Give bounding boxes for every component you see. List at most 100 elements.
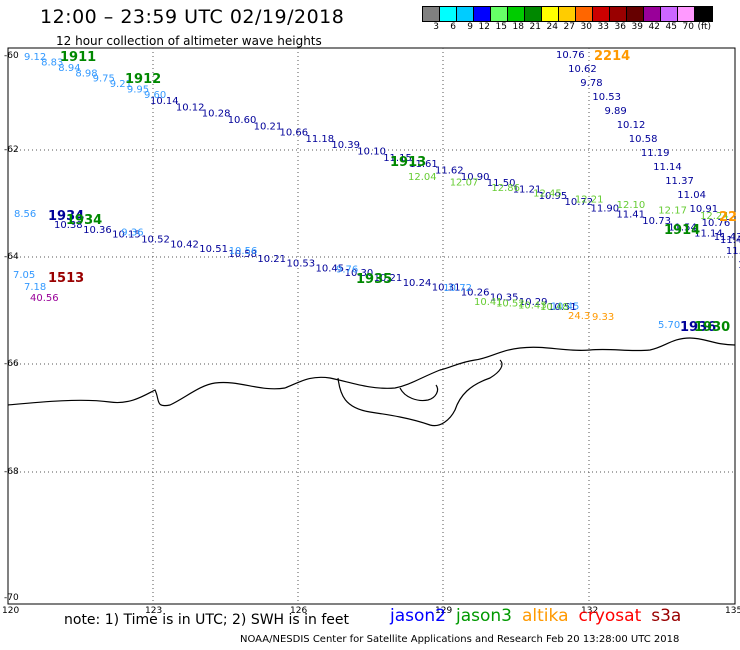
color-swatch <box>491 7 508 21</box>
map-frame <box>7 47 736 605</box>
wave-height-label: 9.60 <box>144 90 166 101</box>
wave-height-label: 10.12 <box>176 102 205 113</box>
latitude-tick-label: -64 <box>4 252 19 262</box>
wave-height-label: 10.21 <box>254 121 283 132</box>
pass-time-label: 22 <box>719 210 737 225</box>
wave-height-label: 10.14 <box>150 96 179 107</box>
color-scale-tick: (ft) <box>697 22 711 32</box>
legend-entry: cryosat <box>578 606 642 626</box>
wave-height-label: 8.94 <box>58 63 80 74</box>
pass-time-label: 1513 <box>48 271 84 286</box>
pass-time-label: 1930 <box>694 320 730 335</box>
wave-height-label: 9.95 <box>127 85 149 96</box>
legend-entry: altika <box>522 606 569 626</box>
pass-time-label: 1935 <box>356 272 392 287</box>
wave-height-label: 10.35 <box>490 292 519 303</box>
wave-height-label: 11.50 <box>487 178 516 189</box>
wave-height-label: 10.51 <box>199 244 228 255</box>
wave-height-label: 10.45 <box>316 263 345 274</box>
pass-time-label: 1913 <box>390 155 426 170</box>
wave-height-label: 5.70 <box>658 320 680 331</box>
wave-height-label: 12.24 <box>700 211 729 222</box>
wave-height-label: 11.90 <box>591 203 620 214</box>
wave-height-label: 10.24 <box>403 278 432 289</box>
wave-height-label: 10.21 <box>257 254 286 265</box>
wave-height-label: 8.56 <box>14 209 36 220</box>
wave-height-label: 11.14 <box>653 162 682 173</box>
wave-height-label: 10.21 <box>374 273 403 284</box>
color-swatch <box>457 7 474 21</box>
wave-height-label: 10.48 <box>540 302 569 313</box>
latitude-tick-label: -66 <box>4 359 19 369</box>
pass-time-label: 1911 <box>60 50 96 65</box>
latitude-tick-label: -60 <box>4 51 19 61</box>
wave-height-label: 12.45 <box>533 189 562 200</box>
color-swatch <box>559 7 576 21</box>
wave-height-label: 11.18 <box>726 246 740 257</box>
wave-height-label: 10.95 <box>539 191 568 202</box>
wave-height-label: 10.52 <box>496 299 525 310</box>
wave-height-label: 11.15 <box>383 153 412 164</box>
longitude-tick-label: 132 <box>581 606 598 616</box>
wave-height-label: 11.14 <box>694 229 723 240</box>
footnote: note: 1) Time is in UTC; 2) SWH is in fe… <box>64 612 350 628</box>
color-swatch <box>678 7 695 21</box>
color-scale-tick: 30 <box>580 22 592 32</box>
wave-height-label: 7.05 <box>13 270 35 281</box>
wave-height-label: 9.36 <box>121 228 143 239</box>
wave-height-label: 10.53 <box>287 259 316 270</box>
color-scale-tick: 6 <box>450 22 456 32</box>
color-scale-tick: 36 <box>614 22 626 32</box>
wave-height-label: 10.10 <box>357 147 386 158</box>
wave-height-label: 10.43 <box>518 300 547 311</box>
color-swatch <box>627 7 644 21</box>
wave-height-label: 11.19 <box>641 148 670 159</box>
wave-height-label: 11.62 <box>435 166 464 177</box>
color-scale-tick: 9 <box>467 22 473 32</box>
longitude-tick-label: 123 <box>145 606 162 616</box>
wave-height-label: 10.73 <box>642 216 671 227</box>
wave-height-label: 40.56 <box>30 293 59 304</box>
latitude-tick-label: -62 <box>4 145 19 155</box>
wave-height-label: 11.61 <box>409 159 438 170</box>
wave-height-label: 8.98 <box>75 68 97 79</box>
wave-height-label: 11.21 <box>513 185 542 196</box>
wave-height-label: 9.89 <box>605 106 627 117</box>
color-scale-tick: 70 <box>682 22 694 32</box>
color-scale-tick: 18 <box>512 22 524 32</box>
color-scale-tick: 45 <box>665 22 677 32</box>
wave-height-label: 10.28 <box>202 109 231 120</box>
wave-height-label: 10.56 <box>229 246 258 257</box>
wave-height-label: 10.36 <box>83 225 112 236</box>
color-swatch <box>542 7 559 21</box>
longitude-tick-label: 135 <box>725 606 740 616</box>
color-swatch <box>508 7 525 21</box>
wave-height-label: 10.15 <box>112 230 141 241</box>
wave-height-label: 9.76 <box>336 265 358 276</box>
wave-height-label: 12.07 <box>450 178 479 189</box>
wave-height-label: 11.54 <box>668 222 697 233</box>
wave-height-label: 10.60 <box>228 115 257 126</box>
wave-height-label: 10.66 <box>280 128 309 139</box>
color-swatch <box>644 7 661 21</box>
wave-height-label: 11.46 <box>720 235 740 246</box>
wave-height-label: 10.52 <box>141 235 170 246</box>
legend-entry: jason2 <box>390 606 446 626</box>
page-subtitle: 12 hour collection of altimeter wave hei… <box>56 34 322 48</box>
color-scale-tick: 21 <box>529 22 541 32</box>
color-scale-tick: 3 <box>433 22 439 32</box>
graticule <box>8 48 735 604</box>
wave-height-label: 10.12 <box>617 120 646 131</box>
color-scale-tick: 24 <box>546 22 558 32</box>
color-scale-bar <box>422 6 713 22</box>
color-swatch <box>576 7 593 21</box>
longitude-tick-label: 126 <box>290 606 307 616</box>
wave-height-label: 7.18 <box>24 282 46 293</box>
longitude-labels: 120 123 126 129 132 135 <box>2 606 740 616</box>
wave-height-label: 12.10 <box>617 200 646 211</box>
legend-entry: jason3 <box>456 606 512 626</box>
color-swatch <box>661 7 678 21</box>
wave-height-label: 8.83 <box>41 57 63 68</box>
wave-height-label: 10.51 <box>548 302 577 313</box>
